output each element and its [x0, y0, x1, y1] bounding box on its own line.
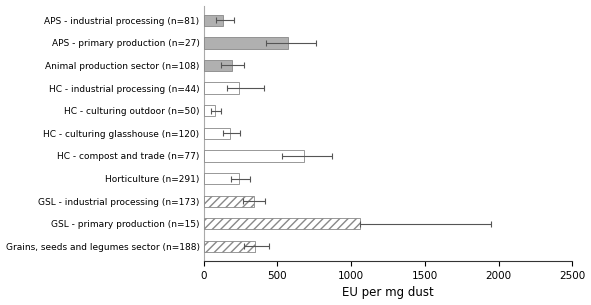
- Bar: [204, 37, 288, 48]
- Bar: [204, 218, 360, 229]
- Bar: [204, 15, 223, 26]
- Bar: [204, 60, 232, 71]
- Bar: [204, 105, 215, 117]
- Bar: [204, 196, 254, 207]
- Bar: [204, 128, 229, 139]
- Bar: [204, 173, 239, 184]
- X-axis label: EU per mg dust: EU per mg dust: [342, 286, 434, 300]
- Bar: [204, 150, 304, 162]
- Bar: [204, 241, 255, 252]
- Bar: [204, 82, 239, 94]
